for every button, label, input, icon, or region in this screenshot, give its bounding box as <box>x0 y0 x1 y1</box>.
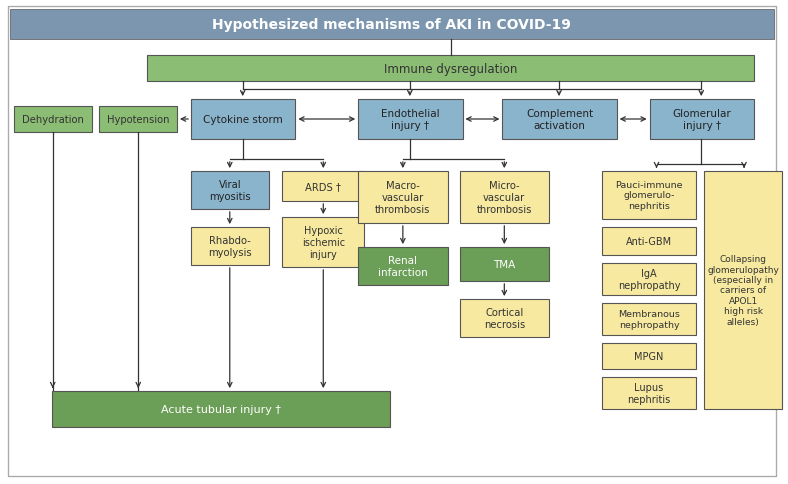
Bar <box>191 100 296 140</box>
Bar <box>459 300 549 337</box>
Bar <box>191 172 269 210</box>
Text: Rhabdo-
myolysis: Rhabdo- myolysis <box>208 236 251 257</box>
Text: Hypoxic
ischemic
injury: Hypoxic ischemic injury <box>302 226 345 259</box>
Bar <box>459 172 549 224</box>
Text: Macro-
vascular
thrombosis: Macro- vascular thrombosis <box>375 181 430 214</box>
Text: Cortical
necrosis: Cortical necrosis <box>484 307 525 329</box>
Text: Anti-GBM: Anti-GBM <box>626 237 672 246</box>
Bar <box>191 227 269 265</box>
Bar <box>502 100 617 140</box>
Text: Viral
myositis: Viral myositis <box>209 180 251 201</box>
Bar <box>283 172 364 201</box>
Bar <box>602 303 697 335</box>
Text: Glomerular
injury †: Glomerular injury † <box>672 109 731 131</box>
Bar <box>14 107 91 133</box>
Bar <box>147 56 754 82</box>
Bar <box>358 100 463 140</box>
Text: Endothelial
injury †: Endothelial injury † <box>381 109 440 131</box>
Text: Membranous
nephropathy: Membranous nephropathy <box>618 310 680 329</box>
Bar <box>704 172 782 409</box>
Bar <box>10 10 774 40</box>
Bar <box>358 247 448 286</box>
Text: Lupus
nephritis: Lupus nephritis <box>627 382 671 404</box>
Bar <box>602 263 697 295</box>
Text: MPGN: MPGN <box>634 351 663 361</box>
Text: Pauci-immune
glomerulo-
nephritis: Pauci-immune glomerulo- nephritis <box>615 181 683 211</box>
Text: Renal
infarction: Renal infarction <box>378 256 428 277</box>
Bar <box>358 172 448 224</box>
Text: Acute tubular injury †: Acute tubular injury † <box>161 404 281 414</box>
Text: Hypotension: Hypotension <box>107 115 169 125</box>
Text: Immune dysregulation: Immune dysregulation <box>384 62 517 76</box>
Bar <box>459 247 549 281</box>
Bar <box>52 391 390 427</box>
Text: TMA: TMA <box>493 259 515 270</box>
Bar <box>602 227 697 256</box>
Text: Cytokine storm: Cytokine storm <box>203 115 283 125</box>
Text: Hypothesized mechanisms of AKI in COVID-19: Hypothesized mechanisms of AKI in COVID-… <box>213 18 571 32</box>
Bar <box>283 217 364 268</box>
Bar <box>602 172 697 220</box>
Bar <box>602 343 697 369</box>
Text: Collapsing
glomerulopathy
(especially in
carriers of
APOL1
high risk
alleles): Collapsing glomerulopathy (especially in… <box>707 255 779 326</box>
Bar <box>602 377 697 409</box>
Bar <box>99 107 177 133</box>
Text: Complement
activation: Complement activation <box>526 109 593 131</box>
Text: ARDS †: ARDS † <box>305 182 341 192</box>
Bar <box>649 100 754 140</box>
Text: IgA
nephropathy: IgA nephropathy <box>618 269 680 290</box>
Text: Micro-
vascular
thrombosis: Micro- vascular thrombosis <box>477 181 532 214</box>
Text: Dehydration: Dehydration <box>22 115 84 125</box>
